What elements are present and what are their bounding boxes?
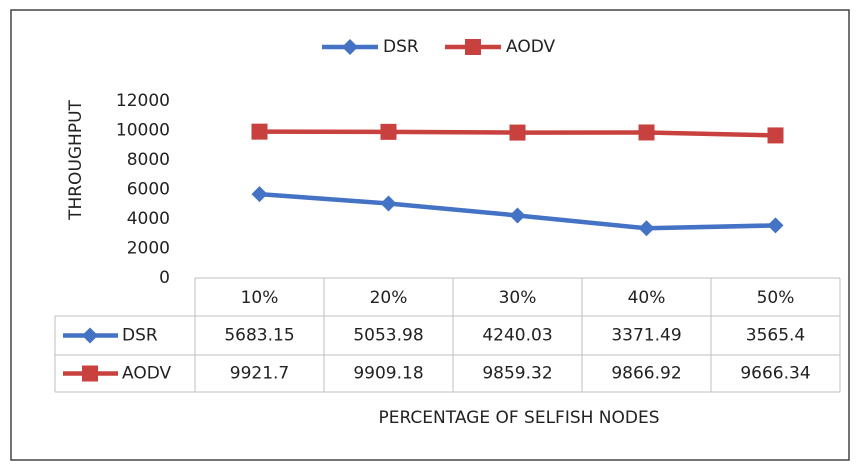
data-point [251, 123, 268, 140]
y-tick-label: 12000 [116, 91, 170, 111]
legend-label: AODV [506, 37, 556, 57]
table-cell: 3371.49 [611, 326, 681, 346]
data-point [509, 207, 526, 224]
table-row-label: AODV [122, 364, 172, 384]
x-tick-label: 30% [499, 288, 537, 308]
y-tick-label: 0 [159, 268, 170, 288]
y-axis-title: THROUGHPUT [66, 99, 86, 220]
y-tick-label: 8000 [127, 150, 170, 170]
legend-marker [465, 39, 481, 55]
data-point [767, 127, 784, 144]
legend-label: DSR [383, 37, 419, 57]
x-tick-label: 40% [628, 288, 666, 308]
y-tick-label: 4000 [127, 209, 170, 229]
x-tick-label: 50% [757, 288, 795, 308]
table-legend-marker [82, 365, 98, 382]
data-point [638, 124, 655, 141]
table-row-label: DSR [122, 326, 158, 346]
data-point [380, 123, 397, 140]
table-cell: 4240.03 [482, 326, 552, 346]
data-point [509, 124, 526, 141]
chart-frame [10, 9, 850, 461]
data-point [638, 220, 655, 237]
x-tick-label: 10% [241, 288, 279, 308]
data-point [251, 186, 268, 203]
table-cell: 3565.4 [746, 326, 805, 346]
table-cell: 9866.92 [611, 364, 681, 384]
table-cell: 9666.34 [740, 364, 810, 384]
table-legend-marker [82, 327, 98, 344]
y-tick-label: 10000 [116, 121, 170, 141]
table-cell: 5053.98 [353, 326, 423, 346]
data-point [767, 217, 784, 234]
x-tick-label: 20% [370, 288, 408, 308]
data-point [380, 195, 397, 212]
legend-marker [342, 39, 358, 55]
x-axis-title: PERCENTAGE OF SELFISH NODES [378, 408, 659, 428]
y-tick-label: 2000 [127, 239, 170, 259]
table-cell: 5683.15 [224, 326, 294, 346]
table-cell: 9921.7 [230, 364, 289, 384]
y-tick-label: 6000 [127, 180, 170, 200]
table-cell: 9909.18 [353, 364, 423, 384]
table-cell: 9859.32 [482, 364, 552, 384]
